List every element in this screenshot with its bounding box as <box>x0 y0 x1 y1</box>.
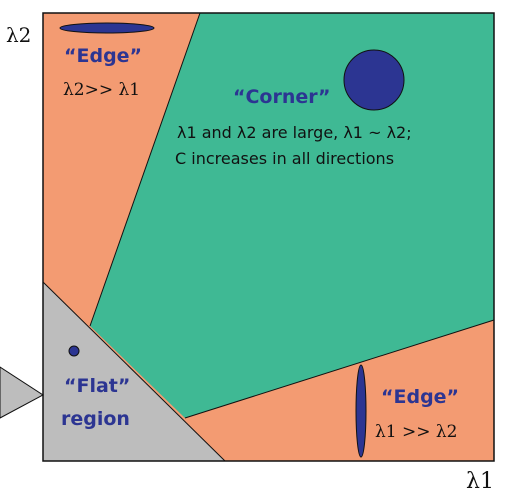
arrow-tip <box>0 366 44 419</box>
corner-description-line2: C increases in all directions <box>175 149 395 168</box>
flat-title: “Flat” <box>64 375 131 397</box>
corner-region <box>90 13 494 418</box>
corner-description-line1: λ1 and λ2 are large, λ1 ~ λ2; <box>177 123 412 142</box>
edge-bottom-title: “Edge” <box>381 386 460 408</box>
edge-top-title: “Edge” <box>64 45 143 67</box>
boundary-line-bottom-edge <box>184 319 495 419</box>
flat-subtitle: region <box>61 408 130 430</box>
x-axis-label: λ1 <box>466 469 494 494</box>
edge-bottom-ellipse <box>355 364 367 458</box>
boundary-line-flat <box>42 281 226 462</box>
edge-top-relation: λ2>> λ1 <box>63 80 141 100</box>
corner-title: “Corner” <box>233 86 331 108</box>
plot-border <box>42 12 495 462</box>
edge-top-ellipse <box>59 22 155 34</box>
corner-circle <box>343 49 405 111</box>
flat-dot <box>68 345 80 357</box>
y-axis-label: λ2 <box>6 23 32 47</box>
boundary-line-top-edge <box>89 12 201 327</box>
edge-bottom-relation: λ1 >> λ2 <box>375 422 458 442</box>
